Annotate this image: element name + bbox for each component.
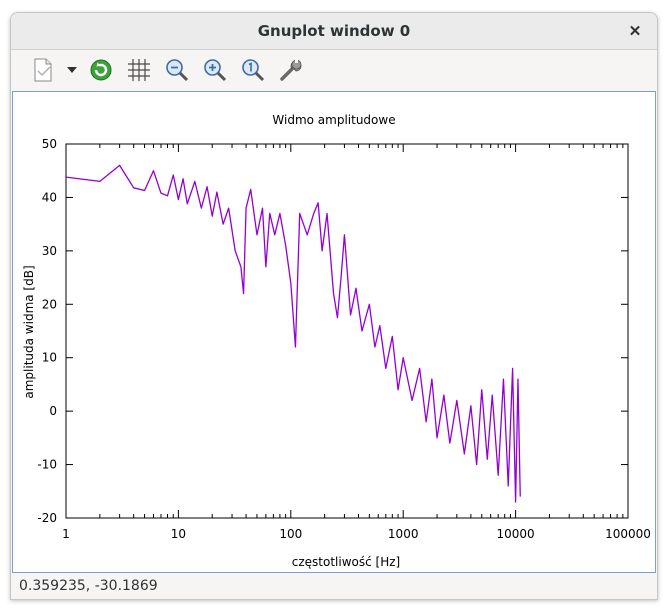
y-tick-label: -10 (37, 458, 57, 472)
x-tick-label: 100000 (605, 527, 651, 541)
y-tick-label: 20 (42, 297, 57, 311)
zoom-in-button[interactable] (197, 54, 233, 86)
cursor-coordinates: 0.359235, -30.1869 (19, 578, 158, 594)
y-tick-label: 50 (42, 137, 57, 151)
x-tick-label: 10 (171, 527, 186, 541)
gnuplot-window: Gnuplot window 0 ✕ (10, 12, 658, 600)
export-dropdown-button[interactable] (63, 54, 81, 86)
series-line (65, 164, 521, 503)
y-tick-label: 0 (49, 404, 57, 418)
grid-button[interactable] (121, 54, 157, 86)
settings-button[interactable] (273, 54, 309, 86)
replot-button[interactable] (83, 54, 119, 86)
spectrum-chart[interactable]: Widmo amplitudowe częstotliwość [Hz] amp… (13, 92, 655, 572)
zoom-reset-icon (242, 59, 265, 82)
toolbar (11, 50, 657, 90)
series-group (65, 164, 521, 503)
replot-icon (90, 59, 112, 81)
zoom-reset-button[interactable] (235, 54, 271, 86)
x-axis-label: częstotliwość [Hz] (292, 555, 400, 569)
export-dropdown-icon (67, 67, 77, 73)
export-button[interactable] (25, 54, 61, 86)
y-tick-label: 40 (42, 190, 57, 204)
y-tick-label: 30 (42, 244, 57, 258)
x-tick-label: 1 (62, 527, 70, 541)
y-tick-label: 10 (42, 351, 57, 365)
plot-area[interactable]: Widmo amplitudowe częstotliwość [Hz] amp… (12, 91, 656, 573)
status-bar: 0.359235, -30.1869 (11, 573, 657, 599)
zoom-in-icon (204, 59, 227, 82)
zoom-out-icon (166, 59, 189, 82)
window-title: Gnuplot window 0 (257, 22, 411, 40)
x-tick-label: 1000 (388, 527, 419, 541)
zoom-out-button[interactable] (159, 54, 195, 86)
grid-icon (128, 59, 150, 81)
plot-border (65, 143, 629, 519)
close-button[interactable]: ✕ (628, 23, 642, 40)
title-bar[interactable]: Gnuplot window 0 ✕ (11, 13, 657, 50)
y-tick-label: -20 (37, 511, 57, 525)
x-tick-label: 100 (279, 527, 302, 541)
settings-wrench-icon (280, 59, 302, 81)
y-axis-label: amplituda widma [dB] (22, 265, 36, 398)
chart-title: Widmo amplitudowe (272, 113, 395, 127)
x-tick-label: 10000 (497, 527, 535, 541)
export-icon (34, 58, 52, 82)
